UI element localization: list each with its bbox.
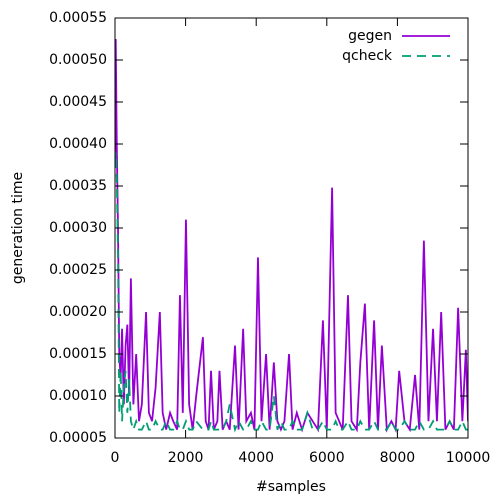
y-tick-label: 0.00035: [49, 178, 107, 194]
y-tick-label: 0.00030: [49, 220, 107, 236]
y-tick-label: 0.00010: [49, 388, 107, 404]
x-tick-label: 2000: [168, 450, 204, 466]
legend-label: gegen: [348, 28, 392, 44]
x-tick-label: 0: [111, 450, 120, 466]
y-tick-label: 0.00025: [49, 262, 107, 278]
y-tick-label: 0.00045: [49, 94, 107, 110]
y-tick-label: 0.00015: [49, 346, 107, 362]
x-tick-label: 6000: [309, 450, 345, 466]
line-series: [115, 38, 468, 433]
y-tick-label: 0.00050: [49, 52, 107, 68]
line-series: [115, 152, 468, 433]
plot-area: [115, 38, 468, 433]
x-axis-label: #samples: [256, 479, 326, 495]
y-tick-label: 0.00040: [49, 136, 107, 152]
y-axis-label: generation time: [10, 172, 26, 284]
x-tick-label: 8000: [380, 450, 416, 466]
x-tick-label: 4000: [238, 450, 274, 466]
legend-label: qcheck: [342, 48, 393, 64]
y-tick-label: 0.00005: [49, 430, 107, 446]
x-tick-label: 10000: [446, 450, 491, 466]
y-tick-label: 0.00020: [49, 304, 107, 320]
y-tick-label: 0.00055: [49, 10, 107, 26]
